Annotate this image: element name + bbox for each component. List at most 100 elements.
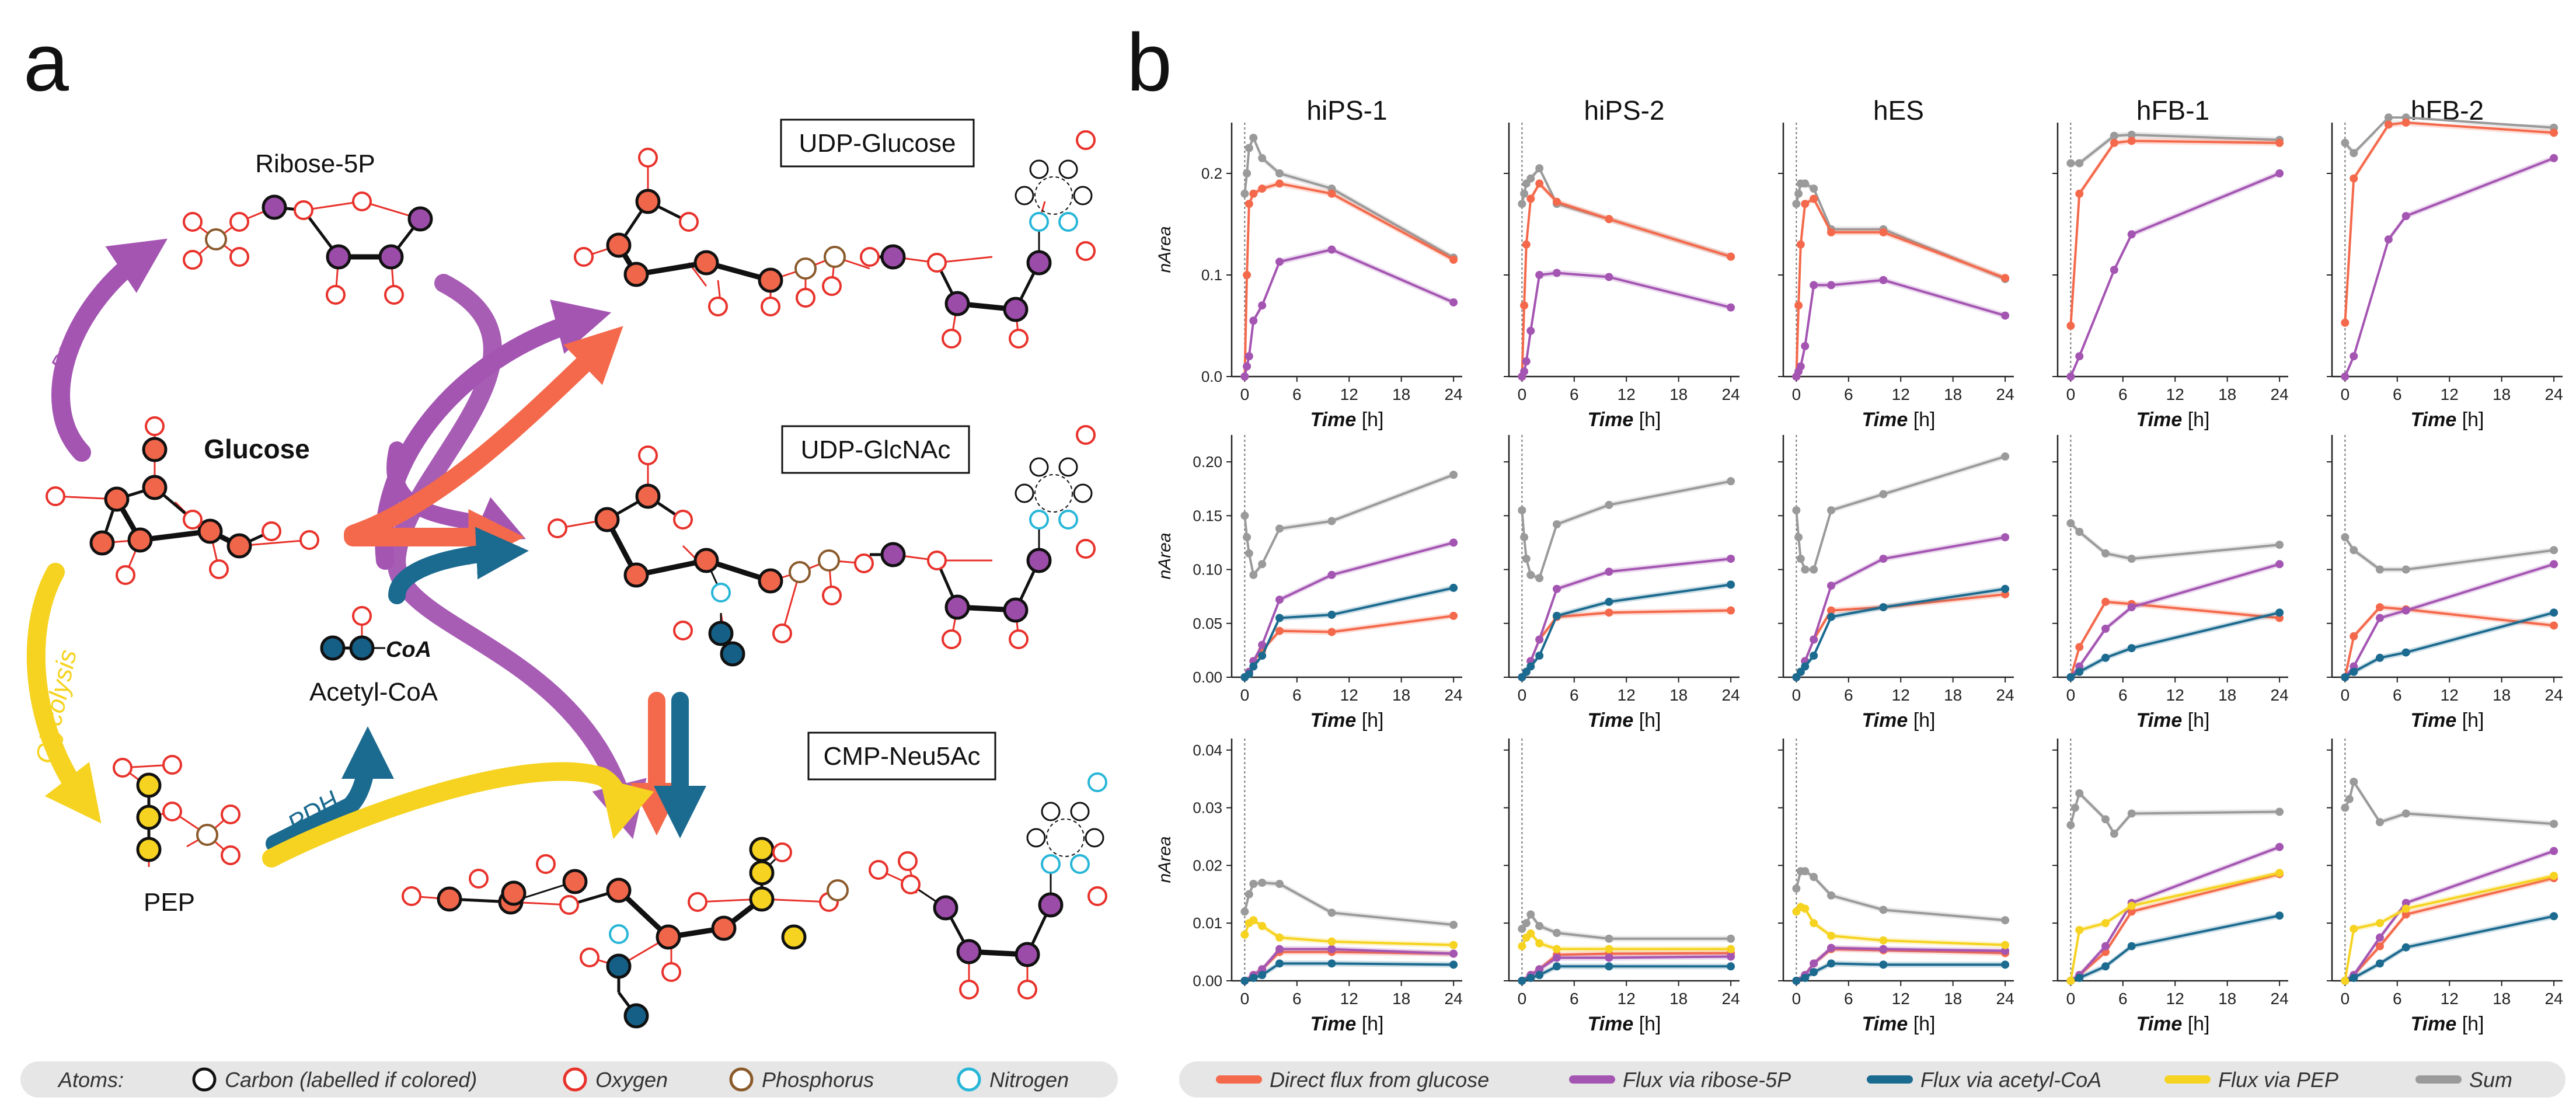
data-point-sum [1810, 873, 1818, 882]
data-point-ribose [1605, 273, 1613, 281]
data-point-direct [1526, 194, 1535, 203]
data-point-ribose [1796, 362, 1805, 371]
data-point-direct [1275, 179, 1284, 188]
data-point-sum [1275, 169, 1284, 177]
y-tick-label: 0.04 [1193, 741, 1222, 759]
x-tick-label: 12 [2166, 686, 2184, 704]
data-point-sum [1240, 907, 1249, 916]
data-point-sum [1801, 867, 1810, 876]
band-acetyl [2070, 609, 2280, 677]
x-axis-label: Time [h] [1310, 1013, 1384, 1035]
band-direct [1245, 180, 1454, 377]
data-point-direct [2001, 274, 2010, 283]
chart-udp-glcnac-hfb-1: 0 6 12 18 24 Time [h] [2052, 435, 2289, 732]
data-point-direct [2350, 632, 2358, 640]
data-point-ribose [1552, 269, 1561, 277]
x-tick-label: 18 [1392, 686, 1410, 704]
x-axis-label: Time [h] [1862, 1013, 1936, 1035]
data-point-direct [2401, 910, 2410, 919]
chart-cmp-neu5ac-hips-2: 0 6 12 18 24 Time [h] [1504, 739, 1740, 1035]
band-ribose [1245, 246, 1454, 377]
data-point-direct [1727, 606, 1735, 615]
data-point-ribose [2110, 266, 2118, 274]
data-point-acetyl [1449, 583, 1458, 592]
data-point-acetyl [2275, 608, 2284, 617]
x-tick-label: 6 [1844, 385, 1853, 403]
data-point-sum [1792, 884, 1801, 893]
data-point-pep [2075, 926, 2084, 935]
data-point-pep [1810, 919, 1818, 928]
data-point-sum [1810, 565, 1818, 574]
band-direct [2345, 875, 2554, 981]
data-point-sum [1794, 189, 1803, 198]
chart-udp-glcnac-hips-1: 0 6 12 18 24 0.00 0.05 0.10 0.15 0.20 Time [h] nAre… [1155, 435, 1463, 732]
udp-glucose-molecule: UDP-Glucose [574, 119, 1096, 349]
y-tick-label: 0.05 [1193, 615, 1222, 632]
data-point-ribose [1727, 303, 1735, 312]
data-point-ribose [1810, 959, 1818, 968]
x-tick-label: 12 [1340, 686, 1358, 704]
x-tick-label: 6 [1844, 990, 1853, 1008]
data-point-acetyl [2127, 942, 2136, 950]
data-point-direct [2550, 621, 2558, 630]
x-tick-label: 0 [1518, 990, 1527, 1008]
data-point-ribose [1449, 298, 1458, 307]
data-point-sum [2550, 820, 2558, 828]
data-point-pep [2127, 901, 2136, 910]
data-point-acetyl [1526, 974, 1535, 983]
data-point-ribose [1826, 581, 1835, 590]
data-point-pep [1518, 942, 1526, 950]
data-point-sum [1520, 189, 1529, 198]
x-tick-label: 18 [1944, 385, 1962, 403]
data-point-acetyl [1727, 962, 1735, 971]
series-line-ribose [2344, 849, 2554, 982]
data-point-ribose [2101, 942, 2110, 950]
data-point-sum [1727, 934, 1735, 943]
chart-udp-glcnac-hips-2: 0 6 12 18 24 Time [h] [1504, 435, 1740, 732]
x-tick-label: 12 [1618, 990, 1636, 1008]
data-point-acetyl [2401, 943, 2410, 952]
y-tick-label: 0.2 [1201, 165, 1222, 182]
data-point-direct [1245, 200, 1253, 208]
data-point-ribose [1275, 945, 1284, 953]
chart-udp-glucose-hes: 0 6 12 18 24 Time [h] [1778, 123, 2014, 431]
data-point-acetyl [1526, 662, 1535, 671]
data-point-sum [1526, 910, 1535, 919]
data-point-direct [2375, 942, 2384, 950]
data-point-direct [2075, 189, 2084, 198]
data-point-sum [2401, 809, 2410, 818]
data-point-sum [1243, 169, 1252, 177]
x-tick-label: 18 [2493, 686, 2511, 704]
x-tick-label: 24 [2271, 686, 2289, 704]
band-ribose [1522, 953, 1731, 981]
data-point-pep [1605, 945, 1613, 953]
series-line-direct [1521, 609, 1731, 678]
data-point-direct [2550, 128, 2558, 137]
data-point-ribose [2401, 898, 2410, 907]
series-line-ribose [2069, 172, 2280, 377]
series-line-sum [1243, 882, 1454, 927]
x-tick-label: 0 [2341, 990, 2350, 1008]
data-point-sum [1520, 533, 1529, 542]
panel-b-label: b [1127, 16, 1172, 108]
band-sum [2345, 779, 2554, 827]
x-tick-label: 12 [1892, 385, 1910, 403]
pep-molecule: PEP [113, 755, 240, 917]
atoms-legend-phosphorus: Phosphorus [762, 1068, 874, 1092]
y-tick-label: 0.02 [1193, 856, 1222, 874]
carbon-icon [192, 1067, 217, 1092]
x-tick-label: 0 [1518, 686, 1527, 704]
pep-flux-arrow [262, 762, 654, 868]
column-title-hes: hES [1873, 95, 1924, 126]
x-tick-label: 12 [2441, 385, 2459, 403]
data-point-sum [1801, 179, 1810, 188]
y-tick-label: 0.10 [1193, 561, 1222, 579]
data-point-acetyl [2350, 667, 2358, 676]
data-point-ribose [1258, 301, 1267, 310]
data-point-sum [1810, 184, 1818, 193]
data-point-ribose [1245, 352, 1253, 361]
oxygen-icon [563, 1067, 587, 1092]
band-acetyl [1522, 963, 1731, 981]
x-tick-label: 0 [2066, 385, 2076, 403]
